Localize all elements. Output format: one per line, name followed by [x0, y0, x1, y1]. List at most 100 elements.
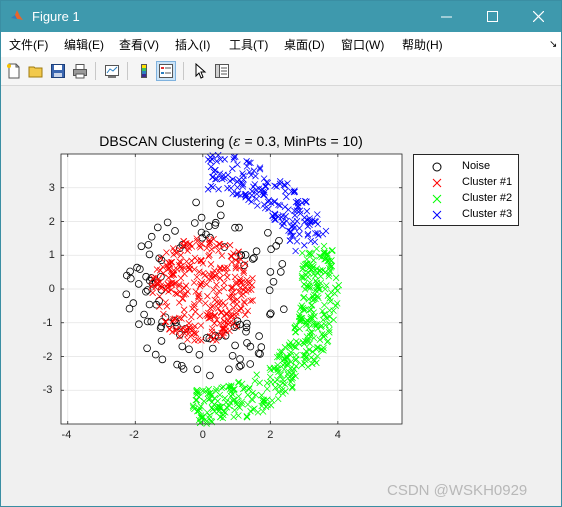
- cluster-1-point: [207, 261, 215, 268]
- cluster-2-point: [238, 400, 246, 408]
- save-icon: [51, 64, 65, 78]
- cluster-2-point: [199, 387, 207, 394]
- maximize-button[interactable]: [469, 1, 515, 32]
- legend[interactable]: Noise Cluster #1 Cluster #2 Cluster #3: [413, 154, 519, 226]
- menu-view[interactable]: 查看(V): [119, 38, 159, 52]
- menu-edit[interactable]: 编辑(E): [64, 38, 104, 52]
- menu-file[interactable]: 文件(F): [9, 38, 49, 52]
- cluster-2-point: [300, 281, 308, 288]
- noise-point: [162, 233, 171, 242]
- noise-point: [134, 280, 143, 288]
- cluster-2-point: [262, 403, 270, 411]
- noise-point: [133, 263, 141, 272]
- cluster-1-point: [240, 267, 247, 275]
- cluster-3-point: [209, 183, 217, 191]
- cluster-1-point: [177, 274, 185, 282]
- toolbar-separator: [127, 62, 128, 80]
- cluster-1-point: [240, 298, 248, 305]
- legend-icon: [159, 64, 173, 78]
- noise-point: [202, 334, 211, 342]
- menu-help[interactable]: 帮助(H): [402, 38, 443, 52]
- plot-title: DBSCAN Clustering (ε = 0.3, MinPts = 10): [61, 133, 401, 150]
- cluster-3-point: [285, 227, 292, 234]
- cluster-3-point: [260, 191, 268, 199]
- print-button[interactable]: [70, 61, 90, 81]
- cluster-3-point: [213, 175, 220, 183]
- noise-point: [143, 317, 152, 326]
- scatter-plot[interactable]: [1, 86, 561, 506]
- pointer-button[interactable]: [190, 61, 210, 81]
- link-plot-button[interactable]: [102, 61, 122, 81]
- cluster-1-point: [196, 297, 203, 305]
- cluster-3-point: [278, 213, 285, 221]
- menu-desktop[interactable]: 桌面(D): [284, 38, 325, 52]
- menu-bar: 文件(F) 编辑(E) 查看(V) 插入(I) 工具(T) 桌面(D) 窗口(W…: [1, 32, 561, 57]
- close-button[interactable]: [515, 1, 561, 32]
- noise-point: [191, 219, 199, 227]
- arrow-down-right-icon[interactable]: ↘: [549, 39, 558, 50]
- cluster-3-point: [291, 187, 298, 194]
- cluster-1-point: [168, 279, 176, 286]
- new-figure-button[interactable]: [4, 61, 24, 81]
- noise-point: [255, 332, 263, 340]
- maximize-icon: [486, 11, 498, 22]
- cluster-2-point: [271, 378, 279, 386]
- cluster-2-point: [288, 384, 296, 392]
- minimize-button[interactable]: [423, 1, 469, 32]
- cluster-2-point: [332, 274, 340, 282]
- noise-point: [155, 254, 164, 263]
- cluster-2-point: [313, 344, 321, 351]
- cluster-1-point: [158, 283, 166, 291]
- cluster-2-point: [292, 355, 300, 363]
- cluster-3-point: [215, 185, 222, 193]
- legend-button[interactable]: [156, 61, 176, 81]
- cluster-2-point: [302, 348, 310, 355]
- cluster-2-point: [300, 262, 307, 270]
- cluster-1-point: [184, 330, 192, 338]
- cluster-3-point: [230, 153, 238, 161]
- cluster-3-point: [242, 190, 250, 198]
- x-tick-label: 4: [334, 429, 341, 441]
- menu-insert[interactable]: 插入(I): [175, 38, 211, 52]
- circle-marker-icon: [432, 162, 442, 172]
- cluster-1-point: [223, 269, 230, 277]
- cluster-1-point: [221, 325, 228, 333]
- title-bar[interactable]: Figure 1: [1, 1, 561, 32]
- menu-window[interactable]: 窗口(W): [341, 38, 385, 52]
- cluster-2-point: [301, 360, 308, 367]
- cluster-2-point: [229, 386, 236, 394]
- cluster-3-point: [286, 237, 294, 244]
- cluster-1-point: [177, 251, 185, 259]
- noise-point: [202, 230, 210, 239]
- cluster-2-point: [218, 384, 225, 392]
- cluster-1-point: [175, 314, 183, 322]
- menu-tools[interactable]: 工具(T): [229, 38, 269, 52]
- cluster-2-point: [296, 325, 303, 333]
- cluster-2-point: [305, 284, 312, 291]
- cluster-2-point: [277, 371, 285, 378]
- cluster-1-point: [241, 299, 248, 307]
- cluster-3-point: [301, 242, 308, 249]
- cluster-1-point: [192, 330, 200, 338]
- noise-point: [211, 218, 220, 227]
- cluster-1-point: [236, 264, 243, 272]
- noise-point: [178, 342, 187, 351]
- cluster-2-point: [279, 361, 287, 369]
- cluster-3-point: [246, 168, 253, 176]
- colorbar-button[interactable]: [134, 61, 154, 81]
- noise-point: [276, 268, 285, 276]
- cluster-1-point: [228, 284, 236, 292]
- cluster-2-point: [317, 273, 324, 280]
- open-file-button[interactable]: [26, 61, 46, 81]
- property-inspector-button[interactable]: [212, 61, 232, 81]
- save-button[interactable]: [48, 61, 68, 81]
- legend-label-cluster-2: Cluster #2: [462, 192, 513, 204]
- cluster-2-point: [318, 322, 325, 329]
- noise-point: [205, 222, 213, 231]
- link-plot-icon: [105, 65, 119, 78]
- cluster-3-point: [239, 183, 247, 190]
- cluster-1-point: [224, 264, 231, 272]
- cluster-1-point: [186, 240, 194, 248]
- cluster-1-point: [176, 299, 183, 306]
- figure-toolbar: [1, 57, 561, 86]
